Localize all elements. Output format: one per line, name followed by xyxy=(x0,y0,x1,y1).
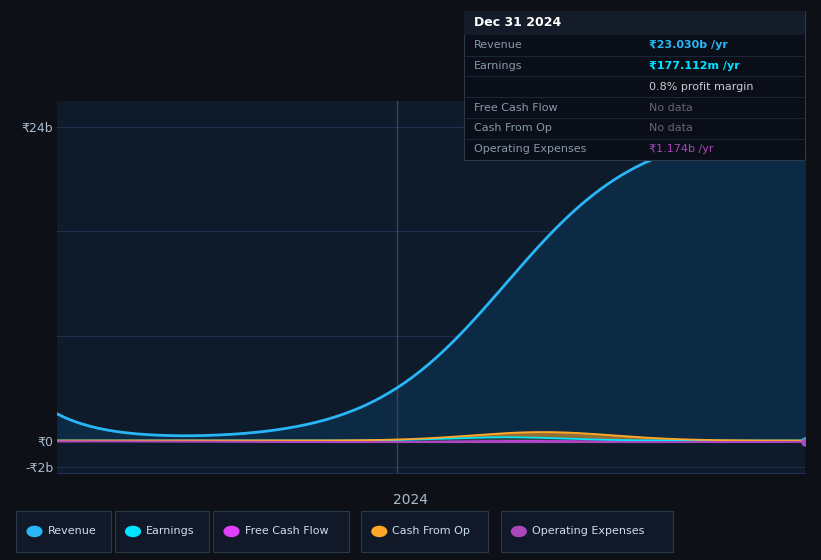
Text: ₹1.174b /yr: ₹1.174b /yr xyxy=(649,144,713,154)
Text: No data: No data xyxy=(649,123,692,133)
Text: Operating Expenses: Operating Expenses xyxy=(532,526,644,536)
Text: Free Cash Flow: Free Cash Flow xyxy=(245,526,328,536)
Text: 0.8% profit margin: 0.8% profit margin xyxy=(649,82,753,92)
Text: ₹177.112m /yr: ₹177.112m /yr xyxy=(649,61,740,71)
Text: Cash From Op: Cash From Op xyxy=(474,123,552,133)
Text: Dec 31 2024: Dec 31 2024 xyxy=(474,16,561,30)
Text: Revenue: Revenue xyxy=(474,40,522,50)
Text: Operating Expenses: Operating Expenses xyxy=(474,144,586,154)
Text: No data: No data xyxy=(649,102,692,113)
Text: Earnings: Earnings xyxy=(146,526,195,536)
Text: Cash From Op: Cash From Op xyxy=(392,526,470,536)
Text: Revenue: Revenue xyxy=(48,526,96,536)
Text: 2024: 2024 xyxy=(393,493,428,506)
Text: Free Cash Flow: Free Cash Flow xyxy=(474,102,557,113)
Text: Earnings: Earnings xyxy=(474,61,522,71)
Text: ₹23.030b /yr: ₹23.030b /yr xyxy=(649,40,727,50)
